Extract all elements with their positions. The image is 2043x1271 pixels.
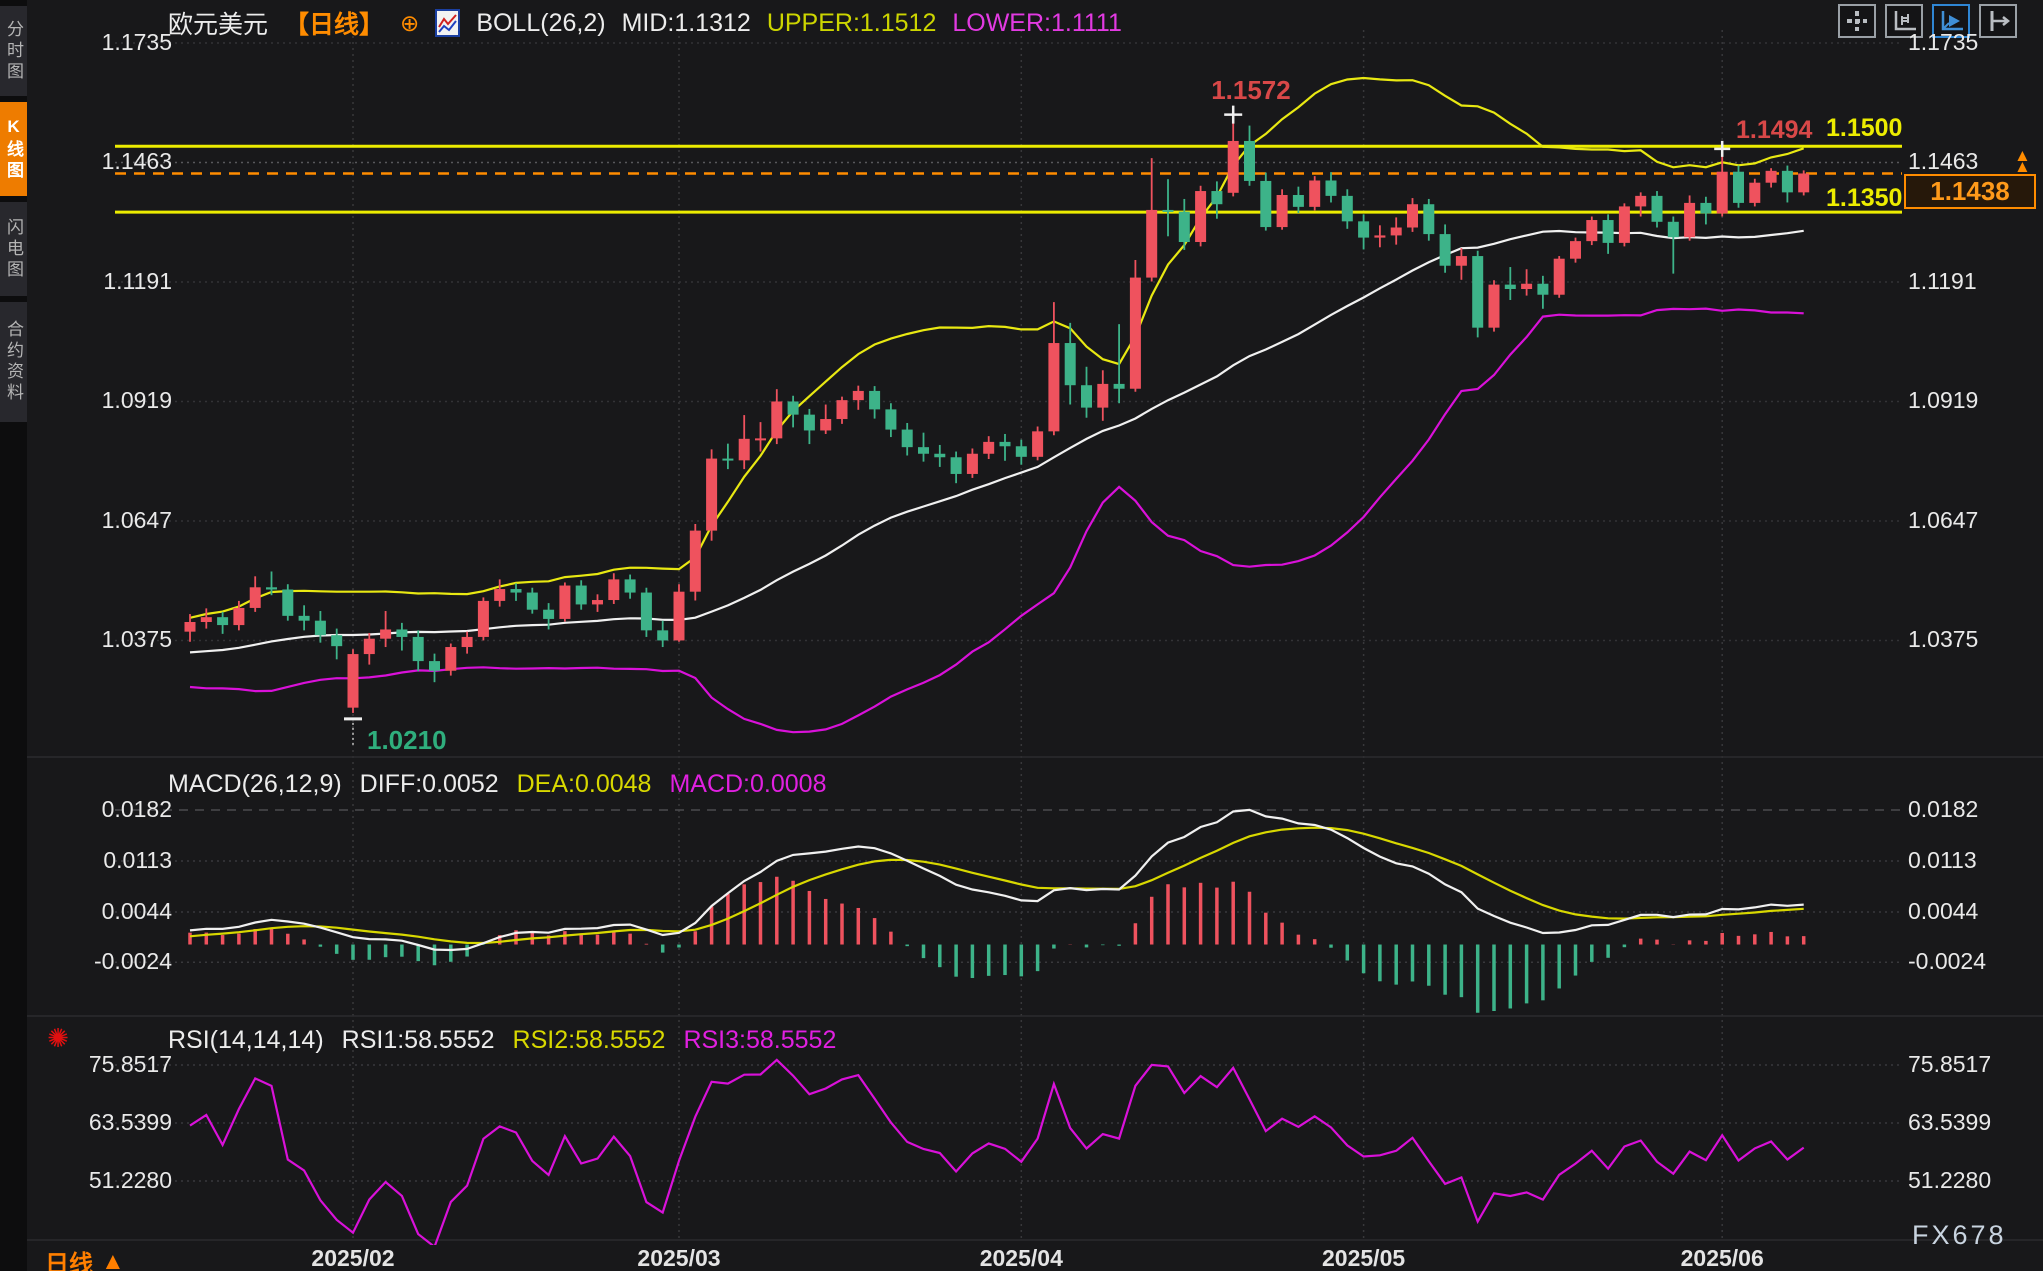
fit-width-icon[interactable] xyxy=(1979,4,2017,38)
price-axis-label-right: 1.1463 xyxy=(1908,148,1979,175)
time-axis-label: 2025/04 xyxy=(979,1245,1063,1271)
time-axis-label: 2025/03 xyxy=(637,1245,721,1271)
current-price-box: 1.1438 xyxy=(1904,174,2036,209)
sidebar: 分时图 K线图 闪电图 合约资料 xyxy=(0,0,27,1271)
rsi-axis-label-left: 63.5399 xyxy=(88,1108,172,1135)
boll-lower-value: LOWER:1.1111 xyxy=(952,8,1122,37)
macd-axis-label-left: 0.0113 xyxy=(103,847,172,873)
rsi-title: RSI(14,14,14) xyxy=(168,1026,324,1054)
macd-axis-label-right: 0.0044 xyxy=(1908,898,1979,924)
macd-dea-value: DEA:0.0048 xyxy=(516,770,652,798)
sidebar-tab-time-chart[interactable]: 分时图 xyxy=(0,6,27,96)
rsi1-value: RSI1:58.5552 xyxy=(341,1026,495,1054)
auto-follow-icon[interactable] xyxy=(1932,4,1970,38)
macd-axis-label-left: 0.0182 xyxy=(101,796,172,822)
boll-label: BOLL(26,2) xyxy=(476,8,606,37)
macd-value: MACD:0.0008 xyxy=(669,770,827,798)
price-axis-label-left: 1.1735 xyxy=(101,29,172,55)
toolbar xyxy=(1838,4,2017,38)
price-axis-label-right: 1.1735 xyxy=(1908,29,1979,55)
rsi-axis-label-right: 63.5399 xyxy=(1908,1108,1992,1135)
rsi-axis-label-right: 75.8517 xyxy=(1908,1051,1992,1077)
price-axis-label-left: 1.0375 xyxy=(101,626,172,653)
period-high-annotation: 1.1572 xyxy=(1211,74,1291,105)
price-axis-label-left: 1.0919 xyxy=(101,387,172,414)
support-price-label: 1.1350 xyxy=(1826,184,1903,212)
price-up-arrow-icon: ▲ ▲ xyxy=(2014,146,2031,176)
alert-sun-icon[interactable]: ✺ xyxy=(42,1022,74,1054)
period-label: 日线 xyxy=(45,1251,93,1271)
watermark: FX678 xyxy=(1912,1220,2007,1250)
macd-axis-label-left: -0.0024 xyxy=(93,948,172,975)
macd-diff-value: DIFF:0.0052 xyxy=(359,770,499,798)
sidebar-tab-label: K线图 xyxy=(4,116,23,182)
axis-scale-icon[interactable] xyxy=(1885,4,1923,38)
rsi2-value: RSI2:58.5552 xyxy=(512,1026,666,1054)
sidebar-tab-kline-chart[interactable]: K线图 xyxy=(0,102,27,196)
sidebar-tab-label: 闪电图 xyxy=(4,217,23,281)
macd-panel-title: MACD(26,12,9) DIFF:0.0052 DEA:0.0048 MAC… xyxy=(168,770,826,799)
period-low-annotation: 1.0210 xyxy=(367,724,447,755)
add-circle-icon[interactable]: ⊕ xyxy=(400,9,420,36)
boll-upper-value: UPPER:1.1512 xyxy=(766,8,937,37)
rsi-axis-label-left: 51.2280 xyxy=(88,1166,172,1193)
sidebar-tab-label: 合约资料 xyxy=(4,320,23,404)
sun-glyph: ✺ xyxy=(47,1022,69,1053)
price-axis-label-left: 1.0647 xyxy=(101,506,172,533)
period-selector[interactable]: 日线 ▲ xyxy=(45,1244,125,1271)
rsi-panel-title: RSI(14,14,14) RSI1:58.5552 RSI2:58.5552 … xyxy=(168,1026,836,1055)
macd-axis-label-left: 0.0044 xyxy=(101,898,172,924)
macd-title: MACD(26,12,9) xyxy=(168,770,342,798)
time-axis-label: 2025/02 xyxy=(311,1245,395,1271)
period-dropdown-arrow-icon: ▲ xyxy=(101,1247,125,1271)
resistance-price-label: 1.1500 xyxy=(1826,114,1903,142)
mini-chart-icon[interactable] xyxy=(435,9,461,37)
chart-header: 欧元美元 【日线】 ⊕ BOLL(26,2) MID:1.1312 UPPER:… xyxy=(168,5,1122,41)
boll-mid-value: MID:1.1312 xyxy=(621,8,751,37)
price-axis-label-right: 1.0919 xyxy=(1908,387,1979,414)
price-axis-label-left: 1.1191 xyxy=(103,267,172,294)
time-axis-label: 2025/06 xyxy=(1680,1245,1764,1271)
macd-axis-label-right: 0.0113 xyxy=(1908,847,1977,873)
sidebar-tab-lightning-chart[interactable]: 闪电图 xyxy=(0,202,27,296)
macd-axis-label-right: 0.0182 xyxy=(1908,796,1979,822)
rsi-axis-label-right: 51.2280 xyxy=(1908,1166,1992,1193)
macd-axis-label-right: -0.0024 xyxy=(1908,948,1987,975)
price-axis-label-right: 1.0647 xyxy=(1908,506,1979,533)
crosshair-move-icon[interactable] xyxy=(1838,4,1876,38)
rsi-axis-label-left: 75.8517 xyxy=(88,1051,172,1077)
recent-high-price-label: 1.1494 xyxy=(1736,116,1813,144)
period-tag: 【日线】 xyxy=(284,11,385,39)
sidebar-tab-contract-info[interactable]: 合约资料 xyxy=(0,302,27,422)
time-axis-label: 2025/05 xyxy=(1322,1245,1406,1271)
price-axis-label-right: 1.1191 xyxy=(1908,267,1977,294)
price-axis-label-left: 1.1463 xyxy=(101,148,172,175)
rsi3-value: RSI3:58.5552 xyxy=(683,1026,837,1054)
sidebar-tab-label: 分时图 xyxy=(4,19,23,83)
price-axis-label-right: 1.0375 xyxy=(1908,626,1979,653)
symbol-name: 欧元美元 xyxy=(168,11,269,39)
